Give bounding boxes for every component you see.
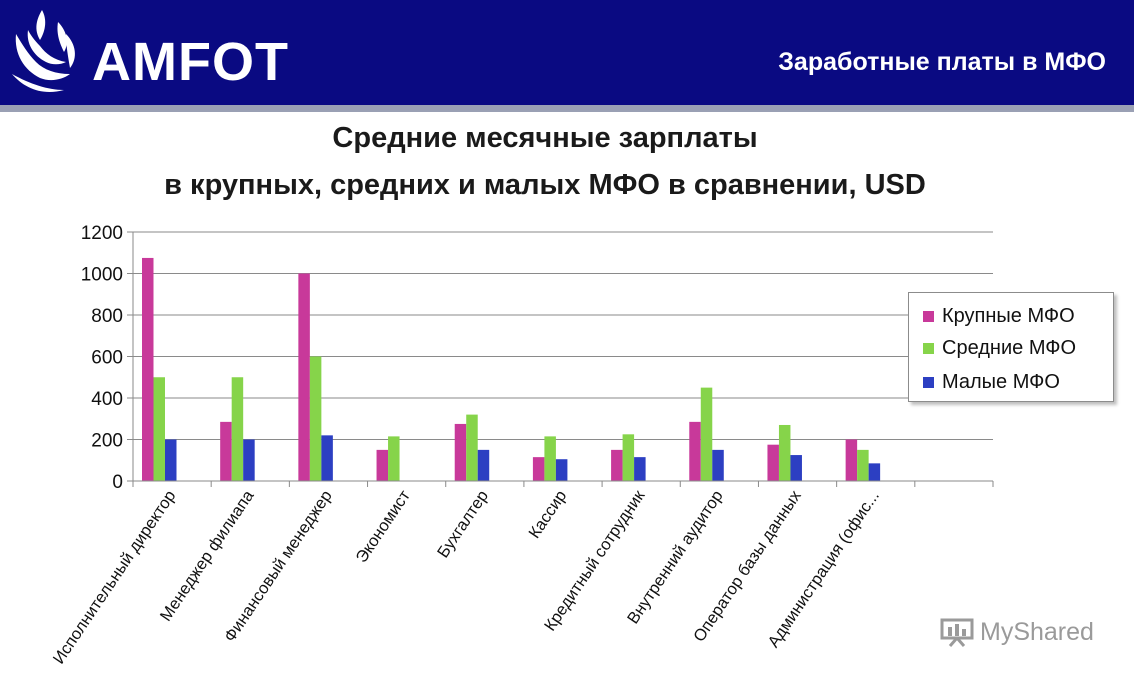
watermark: MyShared [940,617,1094,647]
x-category-label: Экономист [353,487,415,566]
chart-legend: Крупные МФО Средние МФО Малые МФО [908,292,1114,402]
y-tick-label: 800 [91,306,123,327]
bar-large [689,421,701,481]
bar-large [376,449,389,481]
bar-small [555,459,568,481]
bar-medium [153,377,165,481]
legend-label-small: Малые МФО [942,370,1060,393]
y-tick-label: 1200 [81,223,123,244]
y-tick-label: 1000 [81,265,123,286]
header-bar: AMFOT Заработные платы в МФО [0,0,1134,105]
bar-medium [466,414,478,481]
logo-text: AMFOT [92,32,289,92]
chart-title-line-2: в крупных, средних и малых МФО в сравнен… [164,169,926,201]
legend-label-large: Крупные МФО [942,304,1075,327]
bar-large [220,421,232,481]
bar-small [712,449,724,481]
legend-swatch-medium [923,342,934,354]
watermark-text: MyShared [980,617,1094,646]
legend-label-medium: Средние МФО [942,336,1077,359]
bar-small [321,435,333,481]
bar-medium [700,387,713,481]
bar-medium [309,356,322,481]
x-category-label: Кассир [525,487,570,542]
y-tick-label: 0 [112,472,123,493]
amfot-logo-icon [12,10,75,93]
y-tick-label: 400 [91,389,123,410]
bar-medium [778,424,791,481]
chart-title-line-1: Средние месячные зарплаты [332,122,758,154]
bar-small [243,439,255,481]
bar-small [165,439,177,481]
bar-large [845,439,858,481]
bar-medium [231,377,244,481]
x-category-label: Исполнительный директор [50,487,180,667]
bar-large [454,423,467,481]
bar-medium [857,449,869,481]
bar-medium [544,436,556,481]
header-divider [0,105,1134,112]
bar-large [298,273,310,481]
bar-medium [622,434,635,481]
y-tick-label: 600 [91,348,123,369]
slide-title: Заработные платы в МФО [778,48,1106,76]
bar-large [611,449,623,481]
bar-small [634,457,646,481]
legend-item-medium: Средние МФО [923,333,1076,363]
presentation-board-icon [940,618,974,647]
bar-large [142,257,154,481]
bar-small [790,455,802,481]
bar-large [767,444,779,481]
legend-item-large: Крупные МФО [923,301,1075,331]
bar-small [477,449,490,481]
x-category-label: Бухгалтер [434,487,492,561]
legend-item-small: Малые МФО [923,367,1060,397]
bar-medium [388,436,400,481]
bar-large [532,457,545,481]
legend-swatch-large [923,310,934,322]
y-tick-label: 200 [91,431,123,452]
bar-small [868,463,881,481]
legend-swatch-small [923,376,934,388]
